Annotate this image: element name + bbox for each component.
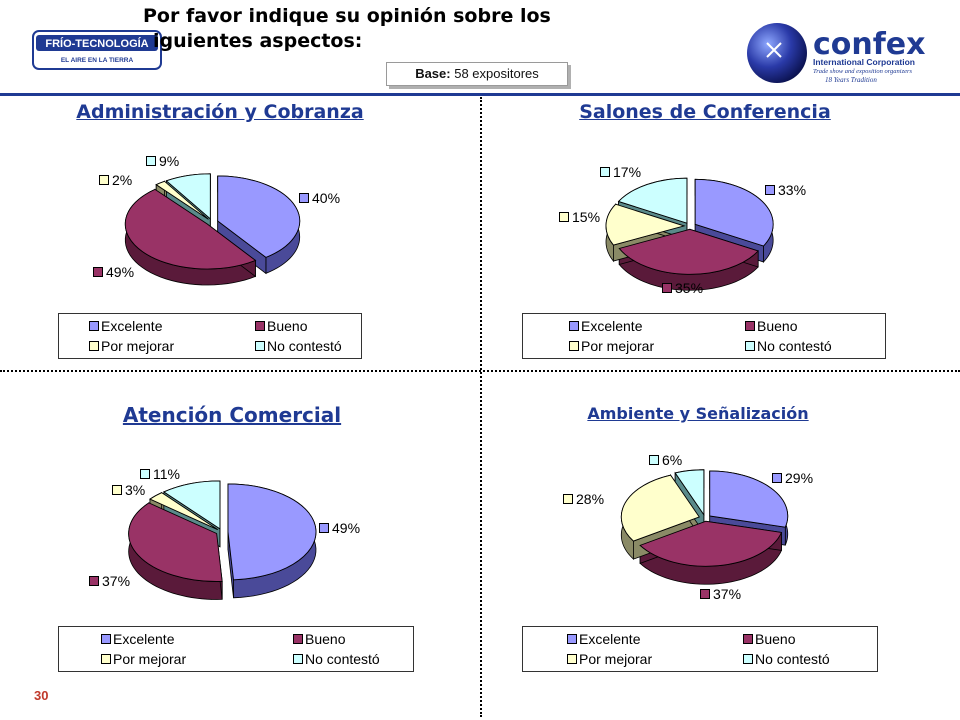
pie-ambiente [620,469,789,585]
confex-line1: International Corporation [813,57,915,67]
pct-label-ambiente-mejorar: 28% [563,491,604,507]
pct-label-atencion-mejorar: 3% [112,482,145,498]
pie-slice-atencion-bueno [128,502,223,582]
pie-slice-ambiente-por-mejorar [620,474,700,542]
pct-label-atencion-bueno: 37% [89,573,130,589]
pct-label-admin-bueno: 49% [93,264,134,280]
base-value: 58 expositores [454,66,539,81]
chart-title-salones: Salones de Conferencia [579,101,831,123]
legend-ambiente: Excelente Bueno Por mejorar No contestó [522,626,878,672]
pie-slice-atencion-no-contesto [162,480,221,530]
pie-slice-salones-por-mejorar [605,203,686,246]
base-label: Base: [415,66,451,81]
legend-salones: Excelente Bueno Por mejorar No contestó [522,313,886,359]
pct-label-ambiente-nocontesto: 6% [649,452,682,468]
pie-administracion [124,173,301,286]
chart-title-atencion: Atención Comercial [122,403,342,427]
confex-line3: 18 Years Tradition [825,76,877,84]
pct-label-salones-mejorar: 15% [559,209,600,225]
frio-tecnologia-logo: FRÍO-TECNOLOGÍA EL AIRE EN LA TIERRA [32,30,162,70]
pct-label-atencion-excelente: 49% [319,520,360,536]
pct-label-atencion-nocontesto: 11% [140,466,180,482]
pie-atencion [128,480,317,600]
pct-label-salones-excelente: 33% [765,182,806,198]
pct-label-admin-excelente: 40% [299,190,340,206]
frio-logo-tagline: EL AIRE EN LA TIERRA [61,57,134,64]
pie-slice-administracion-por-mejorar [155,180,209,220]
pie-slice-atencion-excelente [227,483,317,581]
pct-label-salones-nocontesto: 17% [600,164,641,180]
pie-slice-atencion-por-mejorar [149,492,219,531]
pct-label-salones-bueno: 35% [662,280,703,296]
pct-label-admin-nocontesto: 9% [146,153,179,169]
legend-administracion: Excelente Bueno Por mejorar No contestó [58,313,362,359]
confex-line2: Trade show and exposition organizers [813,68,913,75]
pie-slice-salones-no-contesto [617,177,688,224]
pct-label-admin-mejorar: 2% [99,172,132,188]
base-badge: Base: 58 expositores [386,62,568,86]
pie-slice-salones-excelente [694,178,774,247]
frio-logo-text: FRÍO-TECNOLOGÍA [45,37,148,50]
confex-logo: confex International Corporation Trade s… [745,18,945,88]
confex-name: confex [813,27,926,62]
pie-slice-ambiente-no-contesto [674,469,705,517]
vertical-divider [480,97,482,717]
chart-title-administracion: Administración y Cobranza [76,101,364,123]
page-number: 30 [34,688,49,703]
page-title: Por favor indique su opinión sobre los i… [143,4,613,54]
pie-slice-ambiente-bueno [639,520,783,567]
horizontal-divider [0,370,960,372]
legend-atencion: Excelente Bueno Por mejorar No contestó [58,626,414,672]
page-title-line1: Por favor indique su opinión sobre los [143,5,551,27]
page-title-line2: iguientes aspectos: [153,30,363,52]
pie-slice-salones-bueno [618,228,759,275]
header-rule [0,93,960,96]
chart-title-ambiente: Ambiente y Señalización [587,404,809,423]
pie-slice-ambiente-excelente [709,470,789,528]
pct-label-ambiente-excelente: 29% [772,470,813,486]
pie-salones [605,177,774,291]
pie-slice-administracion-no-contesto [165,173,211,220]
pie-slice-administracion-excelente [217,175,301,258]
pie-slice-administracion-bueno [124,188,257,270]
pct-label-ambiente-bueno: 37% [700,586,741,602]
